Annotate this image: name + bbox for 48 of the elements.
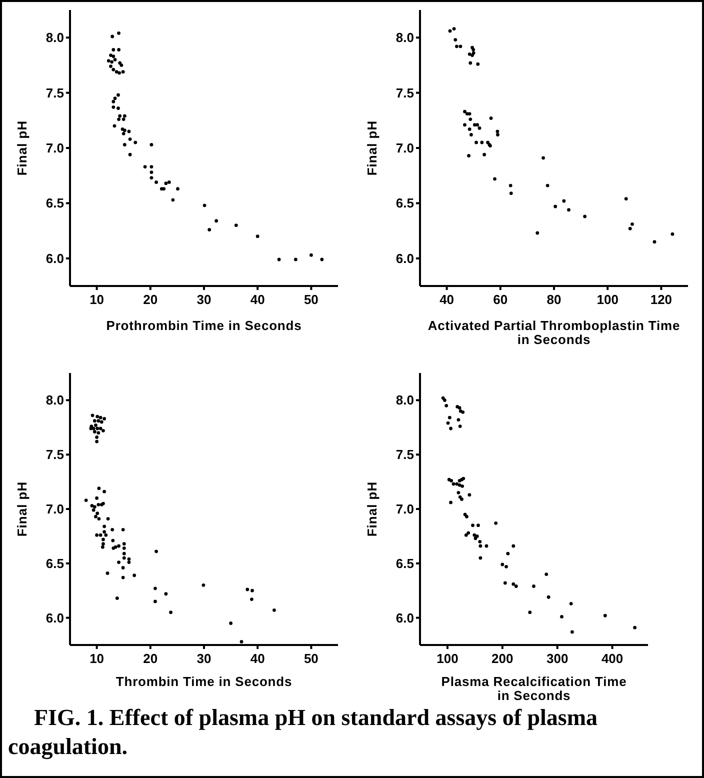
- y-axis-title: Final pH: [364, 120, 380, 176]
- x-tick-label: 10: [90, 292, 104, 307]
- x-axis-title: Thrombin Time in Seconds: [116, 674, 292, 689]
- y-tick-label: 8.0: [46, 30, 64, 46]
- x-tick-label: 30: [196, 651, 212, 666]
- x-tick-label: 10: [90, 651, 104, 666]
- y-tick-label: 6.5: [396, 196, 414, 211]
- x-axis-title: Activated Partial Thromboplastin Time in Seconds: [426, 318, 682, 347]
- x-tick-label: 40: [250, 292, 265, 307]
- y-axis-title: Final pH: [364, 481, 380, 537]
- y-axis-title: Final pH: [14, 481, 30, 537]
- y-tick-label: 7.0: [46, 502, 64, 516]
- y-tick-label: 7.0: [396, 140, 414, 156]
- y-tick-label: 7.0: [396, 502, 414, 516]
- x-axis-title: Plasma Recalcification Time in Seconds: [440, 674, 628, 703]
- y-tick-label: 6.5: [396, 556, 414, 571]
- x-tick-label: 200: [492, 651, 514, 666]
- y-tick-label: 7.5: [396, 447, 414, 462]
- y-tick-label: 6.5: [46, 556, 64, 571]
- x-tick-label: 20: [143, 651, 158, 666]
- y-tick-label: 8.0: [396, 392, 414, 408]
- y-tick-label: 7.5: [46, 85, 64, 100]
- y-tick-label: 8.0: [46, 392, 64, 408]
- x-tick-label: 20: [143, 292, 158, 307]
- caption: FIG. 1. Effect of plasma pH on standard assays of plasma coagulation.: [8, 704, 599, 761]
- y-tick-label: 7.5: [46, 447, 64, 462]
- x-tick-label: 50: [304, 292, 318, 307]
- x-tick-label: 60: [493, 292, 508, 307]
- y-tick-label: 8.0: [396, 30, 414, 46]
- x-tick-label: 400: [601, 651, 624, 666]
- x-tick-label: 120: [650, 292, 672, 307]
- x-tick-label: 30: [196, 292, 212, 307]
- x-tick-label: 40: [440, 292, 454, 307]
- y-tick-label: 7.0: [46, 140, 64, 156]
- y-tick-label: 6.0: [396, 610, 414, 626]
- y-tick-label: 6.5: [46, 196, 64, 211]
- x-tick-label: 100: [436, 651, 458, 666]
- x-tick-label: 80: [546, 292, 562, 307]
- y-tick-label: 6.0: [46, 250, 64, 266]
- y-tick-label: 6.0: [396, 250, 414, 266]
- x-axis-title: Prothrombin Time in Seconds: [106, 318, 302, 333]
- y-tick-label: 7.5: [396, 85, 414, 100]
- y-tick-label: 6.0: [46, 610, 64, 626]
- x-tick-label: 50: [304, 651, 318, 666]
- y-axis-title: Final pH: [14, 120, 30, 176]
- x-tick-label: 300: [546, 651, 568, 666]
- x-tick-label: 40: [250, 651, 265, 666]
- x-tick-label: 100: [596, 292, 618, 307]
